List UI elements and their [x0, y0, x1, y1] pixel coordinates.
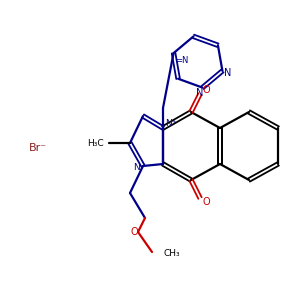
Text: N⁺: N⁺	[165, 119, 177, 128]
Text: O: O	[130, 227, 138, 237]
Text: CH₃: CH₃	[164, 249, 181, 258]
Text: Br⁻: Br⁻	[29, 143, 47, 153]
Text: O: O	[202, 197, 210, 207]
Text: H₃C: H₃C	[87, 138, 104, 147]
Text: N: N	[224, 68, 231, 78]
Text: O: O	[202, 85, 210, 95]
Text: N: N	[196, 88, 203, 98]
Text: N: N	[133, 164, 140, 173]
Text: =N: =N	[176, 55, 189, 65]
